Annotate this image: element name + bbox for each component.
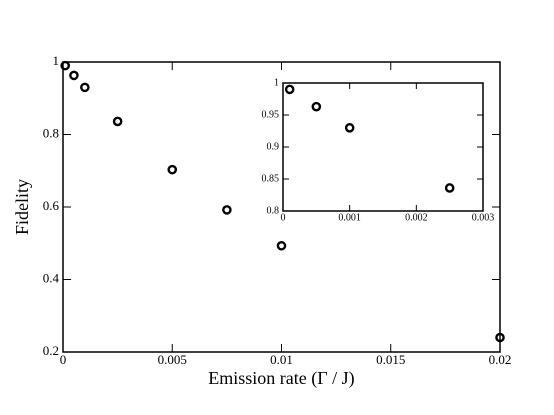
- y-tick-label: 0.6: [43, 198, 60, 213]
- plot-frame: [282, 82, 484, 212]
- y-axis-label: Fidelity: [12, 179, 32, 235]
- x-tick-label: 0.02: [489, 352, 512, 367]
- y-tick-label: 0.85: [262, 173, 280, 184]
- x-tick-label: 0: [60, 352, 67, 367]
- point: [69, 70, 79, 81]
- point: [495, 332, 505, 343]
- x-axis-label: Emission rate (Γ / J): [208, 368, 354, 389]
- x-tick-label: 0.003: [472, 212, 495, 223]
- y-tick-label: 0.2: [43, 343, 59, 358]
- y-tick-label: 0.8: [43, 125, 59, 140]
- x-tick-label: 0: [281, 212, 286, 223]
- x-tick-label: 0.01: [270, 352, 293, 367]
- y-tick-label: 1: [53, 53, 60, 68]
- point: [311, 101, 322, 112]
- x-tick-label: 0.002: [405, 212, 428, 223]
- point: [284, 84, 295, 95]
- point: [60, 60, 70, 71]
- point: [276, 240, 287, 251]
- x-tick-label: 0.001: [338, 212, 361, 223]
- point: [344, 123, 355, 133]
- y-tick-label: 0.9: [267, 141, 280, 152]
- x-tick-label: 0.015: [376, 352, 405, 367]
- point: [222, 205, 232, 215]
- point: [167, 164, 178, 175]
- point: [112, 116, 123, 127]
- y-tick-label: 0.8: [267, 205, 280, 216]
- point: [444, 183, 455, 193]
- y-tick-label: 1: [274, 77, 279, 88]
- y-tick-label: 0.4: [43, 270, 60, 285]
- y-tick-label: 0.95: [262, 109, 280, 120]
- x-tick-label: 0.005: [158, 352, 187, 367]
- point: [80, 82, 90, 93]
